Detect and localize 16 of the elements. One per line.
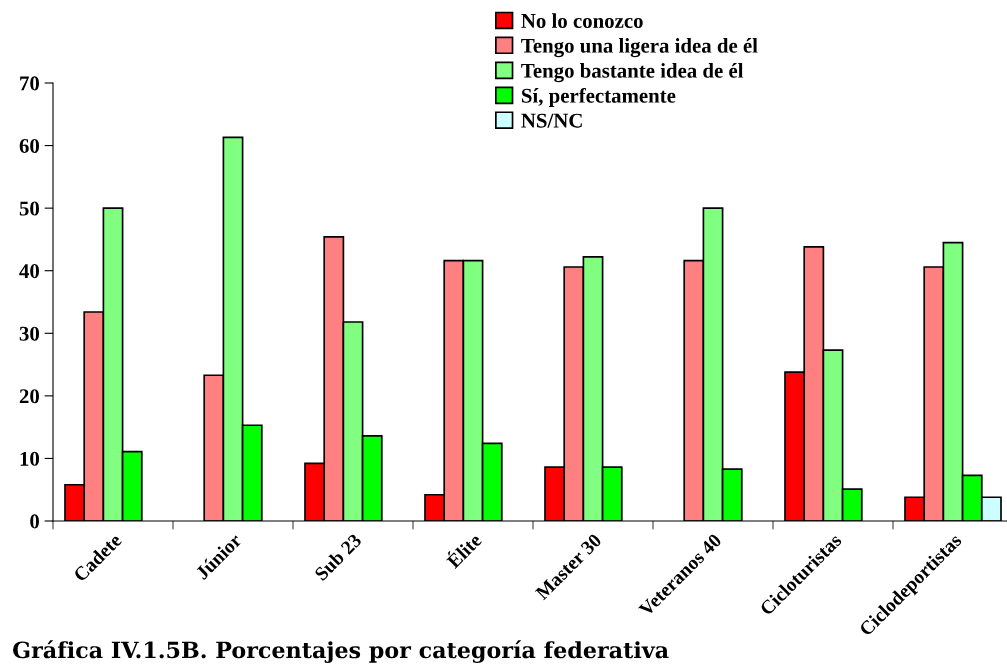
x-tick-label: Sub 23 [313,532,363,582]
y-tick-label: 20 [19,389,40,404]
legend-label: Sí, perfectamente [521,87,676,108]
y-tick-label: 70 [20,76,40,91]
legend-label: Tengo bastante idea de él [521,63,744,83]
y-tick-label: 50 [19,201,40,216]
x-tick-label: Élite [443,530,483,570]
y-tick-label: 60 [19,138,40,153]
legend-label: Tengo una ligera idea de él [521,38,758,58]
y-tick-label: 30 [19,326,40,341]
y-tick-label: 0 [30,514,40,529]
text: Gráfica IV.1.5B. Porcentajes por categoría federativa [13,640,669,663]
legend-label: NS/NC [521,113,582,128]
y-tick-label: 10 [20,451,40,466]
legend-label: No lo conozco [521,13,643,28]
y-tick-label: 40 [19,264,40,279]
